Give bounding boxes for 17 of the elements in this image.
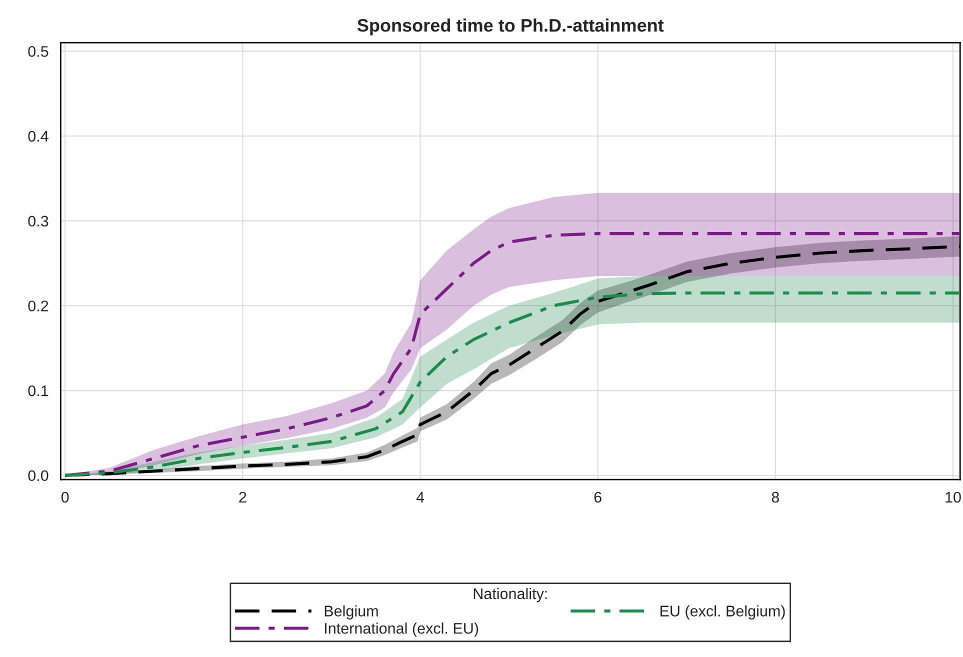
y-tick-label: 0.0 [28, 470, 48, 482]
x-tick-label: 2 [239, 492, 246, 502]
legend-label: International (excl. EU) [325, 622, 478, 637]
x-tick-label: 4 [416, 492, 424, 502]
x-tick-label: 8 [772, 492, 780, 503]
y-tick-label: 0.5 [28, 46, 48, 57]
y-tick-label: 0.2 [28, 300, 48, 312]
y-tick-label: 0.4 [28, 130, 48, 142]
x-tick-label: 6 [594, 492, 602, 503]
y-tick-label: 0.3 [28, 216, 48, 227]
y-tick-label: 0.1 [28, 385, 48, 396]
legend-label: Belgium [324, 605, 378, 620]
legend-title: Nationality: [474, 588, 547, 602]
legend-label: EU (excl. Belgium) [660, 605, 785, 620]
chart-title: Sponsored time to Ph.D.-attainment [357, 18, 664, 36]
x-tick-label: 0 [61, 492, 69, 503]
x-tick-label: 10 [946, 492, 961, 503]
